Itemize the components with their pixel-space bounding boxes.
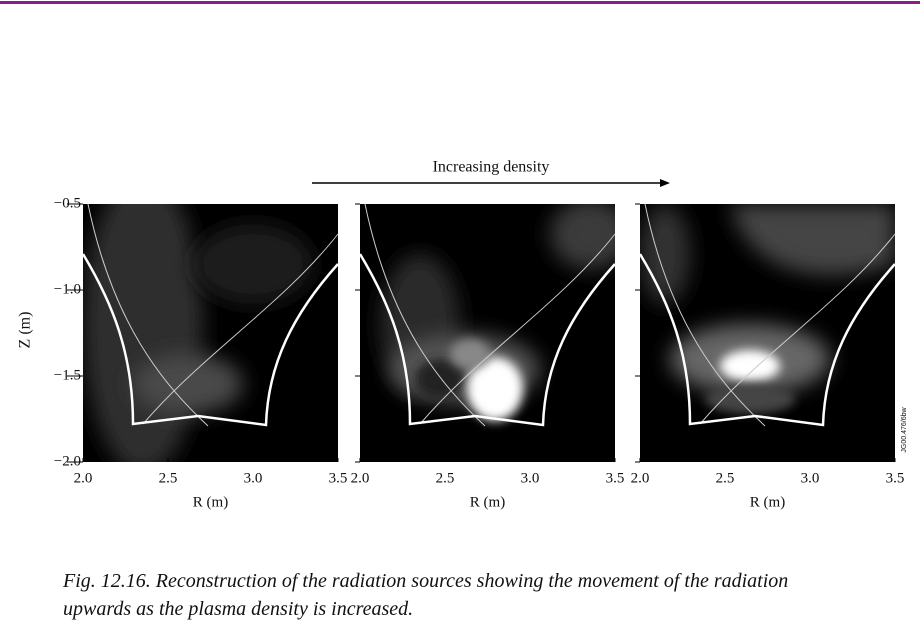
y-tick-label: −1.0	[54, 281, 81, 297]
separatrix	[644, 203, 766, 427]
separatrix	[364, 203, 486, 427]
separatrix	[699, 233, 896, 425]
panel	[638, 203, 896, 462]
x-tick-label: 2.5	[436, 470, 455, 486]
x-axis-label: R (m)	[193, 494, 228, 510]
panel	[358, 203, 616, 462]
x-tick-label: 2.5	[716, 470, 735, 486]
x-tick-label: 3.0	[521, 470, 540, 486]
vessel-boundary	[81, 253, 339, 427]
y-tick-label: −1.5	[54, 367, 81, 383]
x-tick-label: 2.0	[631, 470, 650, 486]
panel	[81, 203, 339, 462]
separatrix	[142, 233, 339, 425]
x-tick-label: 3.0	[801, 470, 820, 486]
y-tick-label: −0.5	[54, 195, 81, 211]
annotation: Increasing density	[433, 159, 550, 176]
separatrix	[87, 203, 209, 427]
x-tick-label: 3.0	[244, 470, 263, 486]
x-tick-label: 2.0	[351, 470, 370, 486]
caption-line: Fig. 12.16. Reconstruction of the radiat…	[62, 570, 788, 592]
x-tick-label: 3.5	[329, 470, 348, 486]
x-tick-label: 2.0	[74, 470, 93, 486]
vessel-boundary	[638, 253, 896, 427]
separatrix	[419, 233, 616, 425]
x-tick-label: 2.5	[159, 470, 178, 486]
x-tick-label: 3.5	[606, 470, 625, 486]
vessel-boundary	[358, 253, 616, 427]
y-tick-label: −2.0	[54, 453, 81, 469]
figure-code: JG00.476/6bw	[901, 406, 908, 452]
top-rule	[0, 1, 920, 4]
x-tick-label: 3.5	[886, 470, 905, 486]
arrow-head	[660, 179, 670, 187]
y-axis-label: Z (m)	[17, 312, 34, 349]
x-axis-label: R (m)	[750, 494, 785, 510]
x-axis-label: R (m)	[470, 494, 505, 510]
caption-line: upwards as the plasma density is increas…	[63, 598, 413, 620]
